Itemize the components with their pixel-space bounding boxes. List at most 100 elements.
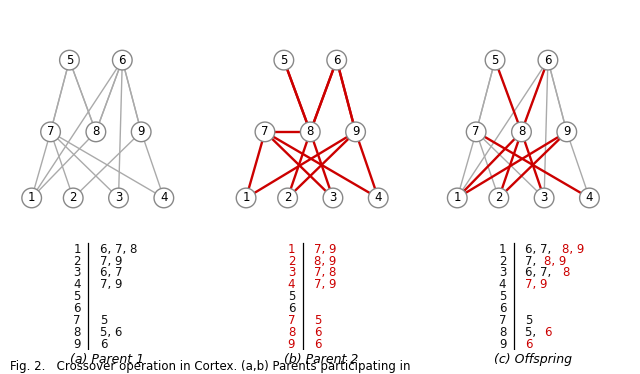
Text: 4: 4 xyxy=(586,191,593,205)
Text: 8, 9: 8, 9 xyxy=(543,255,566,268)
Text: 5: 5 xyxy=(66,53,73,67)
Text: 1: 1 xyxy=(73,243,81,256)
Text: 8: 8 xyxy=(92,125,100,138)
Text: 9: 9 xyxy=(138,125,145,138)
Circle shape xyxy=(323,188,343,208)
Text: 6, 7, 8: 6, 7, 8 xyxy=(100,243,137,256)
Text: 1: 1 xyxy=(287,243,295,256)
Text: 3: 3 xyxy=(329,191,337,205)
Text: 9: 9 xyxy=(73,338,81,351)
Circle shape xyxy=(538,50,557,70)
Text: 7: 7 xyxy=(287,314,295,327)
Text: 2: 2 xyxy=(287,255,295,268)
Text: Fig. 2.   Crossover operation in Cortex. (a,b) Parents participating in: Fig. 2. Crossover operation in Cortex. (… xyxy=(10,360,410,373)
Text: 8, 9: 8, 9 xyxy=(314,255,337,268)
Text: 1: 1 xyxy=(499,243,506,256)
Circle shape xyxy=(580,188,599,208)
Text: 6, 7,: 6, 7, xyxy=(525,243,556,256)
Text: 3: 3 xyxy=(115,191,122,205)
Circle shape xyxy=(300,122,320,142)
Text: 9: 9 xyxy=(499,338,506,351)
Text: 1: 1 xyxy=(454,191,461,205)
Text: 6, 7,: 6, 7, xyxy=(525,267,556,279)
Text: 4: 4 xyxy=(499,278,506,291)
Text: 6: 6 xyxy=(100,338,107,351)
Text: 6: 6 xyxy=(73,302,81,315)
Text: 6: 6 xyxy=(314,326,321,339)
Text: 4: 4 xyxy=(73,278,81,291)
Text: 7, 9: 7, 9 xyxy=(100,278,122,291)
Text: 2: 2 xyxy=(499,255,506,268)
Text: 6: 6 xyxy=(543,326,551,339)
Circle shape xyxy=(109,188,129,208)
Text: 6: 6 xyxy=(118,53,126,67)
Text: 7,: 7, xyxy=(525,255,540,268)
Text: 5, 6: 5, 6 xyxy=(100,326,122,339)
Text: 7: 7 xyxy=(499,314,506,327)
Text: 8: 8 xyxy=(518,125,525,138)
Text: 1: 1 xyxy=(243,191,250,205)
Text: 6: 6 xyxy=(333,53,340,67)
Circle shape xyxy=(369,188,388,208)
Text: 6: 6 xyxy=(499,302,506,315)
Text: 7, 9: 7, 9 xyxy=(525,278,548,291)
Circle shape xyxy=(274,50,294,70)
Text: 6: 6 xyxy=(287,302,295,315)
Circle shape xyxy=(63,188,83,208)
Text: 7: 7 xyxy=(47,125,54,138)
Text: 3: 3 xyxy=(74,267,81,279)
Text: 8: 8 xyxy=(74,326,81,339)
Circle shape xyxy=(511,122,531,142)
Text: 9: 9 xyxy=(352,125,359,138)
Text: 7: 7 xyxy=(73,314,81,327)
Text: 2: 2 xyxy=(70,191,77,205)
Text: 7, 9: 7, 9 xyxy=(100,255,122,268)
Text: (b) Parent 2: (b) Parent 2 xyxy=(284,353,359,367)
Text: 2: 2 xyxy=(73,255,81,268)
Text: 5: 5 xyxy=(499,290,506,303)
Text: 5: 5 xyxy=(525,314,532,327)
Text: 3: 3 xyxy=(499,267,506,279)
Text: 7: 7 xyxy=(261,125,269,138)
Circle shape xyxy=(255,122,275,142)
Circle shape xyxy=(22,188,42,208)
Text: 4: 4 xyxy=(287,278,295,291)
Circle shape xyxy=(327,50,346,70)
Text: 4: 4 xyxy=(160,191,168,205)
Text: 8: 8 xyxy=(499,326,506,339)
Text: (c) Offspring: (c) Offspring xyxy=(494,353,572,367)
Text: 6, 7: 6, 7 xyxy=(100,267,122,279)
Text: 4: 4 xyxy=(374,191,382,205)
Text: 5,: 5, xyxy=(525,326,540,339)
Circle shape xyxy=(86,122,106,142)
Text: 3: 3 xyxy=(288,267,295,279)
Circle shape xyxy=(154,188,173,208)
Text: 3: 3 xyxy=(540,191,548,205)
Text: 6: 6 xyxy=(525,338,532,351)
Circle shape xyxy=(346,122,365,142)
Text: 8: 8 xyxy=(288,326,295,339)
Circle shape xyxy=(236,188,256,208)
Circle shape xyxy=(278,188,298,208)
Text: 8: 8 xyxy=(307,125,314,138)
Text: (a) Parent 1: (a) Parent 1 xyxy=(70,353,144,367)
Text: 5: 5 xyxy=(280,53,287,67)
Text: 9: 9 xyxy=(563,125,570,138)
Text: 9: 9 xyxy=(287,338,295,351)
Text: 7, 9: 7, 9 xyxy=(314,243,337,256)
Circle shape xyxy=(113,50,132,70)
Text: 7, 9: 7, 9 xyxy=(314,278,337,291)
Text: 2: 2 xyxy=(284,191,291,205)
Circle shape xyxy=(489,188,509,208)
Circle shape xyxy=(447,188,467,208)
Circle shape xyxy=(60,50,79,70)
Text: 5: 5 xyxy=(314,314,321,327)
Text: 7: 7 xyxy=(472,125,480,138)
Circle shape xyxy=(467,122,486,142)
Text: 8: 8 xyxy=(562,267,570,279)
Text: 5: 5 xyxy=(492,53,499,67)
Text: 8, 9: 8, 9 xyxy=(562,243,584,256)
Circle shape xyxy=(131,122,151,142)
Text: 7, 8: 7, 8 xyxy=(314,267,337,279)
Circle shape xyxy=(41,122,60,142)
